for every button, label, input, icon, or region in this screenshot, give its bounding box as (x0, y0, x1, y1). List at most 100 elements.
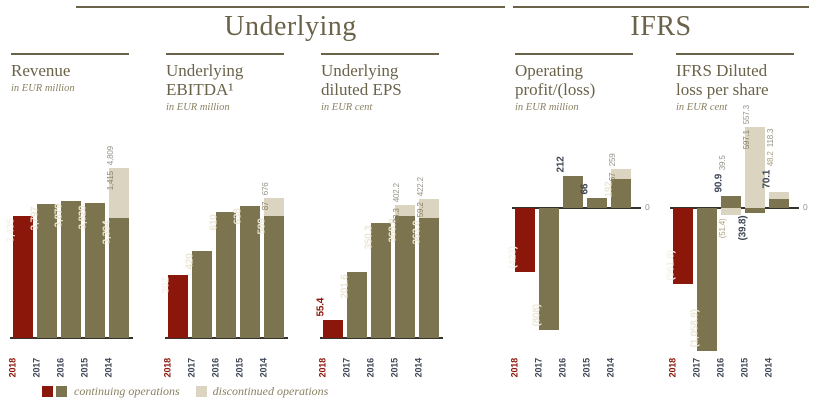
chart-head-ifrs-loss-per-share: IFRS Diluted loss per share in EUR cent (676, 53, 794, 113)
bar-discontinued (721, 208, 741, 215)
chart-subtitle-eps: in EUR cent (321, 102, 373, 113)
bar-value-label: 3,797 (29, 206, 41, 231)
bar-value-label: 557.3 (741, 105, 751, 125)
bar-value-label: (1,058.9) (689, 309, 701, 348)
bar-continuing (563, 175, 583, 208)
bar-continuing (371, 222, 391, 338)
year-label: 2014 (258, 358, 269, 378)
bar-value-label: 676 (260, 182, 270, 196)
bar-continuing (721, 195, 741, 208)
chart-title-eps: Underlying diluted EPS (321, 61, 439, 99)
chart-subtitle-revenue: in EUR million (11, 83, 75, 94)
year-label: 2015 (581, 358, 592, 378)
year-label: 2018 (509, 358, 520, 378)
bar-value-label: 3,394 (101, 220, 113, 245)
bar-continuing (37, 203, 57, 338)
chart-title-line: Underlying (166, 61, 244, 80)
bar-value-label: (51.4) (717, 218, 727, 239)
bar-value-label: 402.2 (391, 183, 401, 203)
chart-head-operating-profit: Operating profit/(loss) in EUR million (515, 53, 633, 113)
legend-swatch-discontinued (195, 386, 207, 397)
bar-value-label: 3,435 (5, 218, 17, 243)
bar-value-label: 363.0 (411, 220, 423, 245)
bar-value-label: 4,809 (105, 145, 115, 165)
x-axis-line (10, 337, 133, 339)
bar-discontinued (611, 168, 631, 179)
underlying-group-title: Underlying (224, 11, 357, 42)
chart-title-line: Underlying (321, 61, 399, 80)
legend-label-continuing: continuing operations (74, 384, 180, 398)
bar-value-label: 87 (260, 201, 270, 211)
bar-value-label: 597.1 (741, 130, 751, 150)
bar-continuing (61, 200, 81, 338)
bar-continuing (611, 179, 631, 208)
bar-continuing (745, 208, 765, 214)
year-label: 2015 (739, 358, 750, 378)
bar-value-label: 59.2 (415, 202, 425, 218)
year-label: 2015 (234, 358, 245, 378)
zero-line (512, 207, 641, 209)
year-label: 2014 (605, 358, 616, 378)
chart-title-line: Revenue (11, 61, 71, 80)
bar-value-label: (39.8) (737, 215, 749, 241)
bar-continuing (673, 208, 693, 284)
bar-value-label: 39.5 (717, 155, 727, 170)
bar-continuing (240, 205, 260, 338)
year-label: 2016 (55, 358, 66, 378)
bar-value-label: 420 (184, 253, 196, 270)
year-label: 2014 (413, 358, 424, 378)
chart-title-line: diluted EPS (321, 80, 402, 99)
year-label: 2018 (7, 358, 18, 378)
x-axis-line (165, 337, 288, 339)
year-label: 2016 (715, 358, 726, 378)
bar-continuing (697, 208, 717, 351)
bar-value-label: (423) (507, 246, 519, 269)
bar-continuing (216, 211, 236, 338)
year-label: 2018 (667, 358, 678, 378)
chart-title-line: profit/(loss) (515, 80, 596, 99)
bar-value-label: 3,879 (53, 203, 65, 228)
bar-value-label: 350.3 (363, 225, 375, 250)
bar-continuing (587, 198, 607, 208)
bar-value-label: 67 (607, 172, 617, 182)
ifrs-group-title: IFRS (630, 11, 692, 42)
chart-subtitle-ebitda: in EUR million (166, 102, 230, 113)
bar-continuing (109, 217, 129, 338)
year-label: 2017 (341, 358, 352, 378)
bar-continuing (13, 216, 33, 338)
bar-value-label: 610 (208, 214, 220, 231)
chart-title-line: EBITDA¹ (166, 80, 234, 99)
bar-value-label: 212 (555, 156, 567, 173)
year-label: 2014 (763, 358, 774, 378)
bar-continuing (323, 319, 343, 338)
bar-value-label: 48.2 (765, 151, 775, 167)
year-label: 2016 (365, 358, 376, 378)
bar-value-label: 1,415 (105, 170, 115, 190)
bar-value-label: 638 (232, 208, 244, 225)
bar-value-label: 422.2 (415, 177, 425, 197)
bar-value-label: 302 (160, 277, 172, 294)
zero-axis-label: 0 (803, 202, 808, 212)
bar-continuing (85, 202, 105, 338)
bar-value-label: 118.3 (765, 128, 775, 148)
year-label: 2015 (79, 358, 90, 378)
bar-discontinued (395, 205, 415, 217)
year-label: 2016 (557, 358, 568, 378)
bar-continuing (395, 216, 415, 338)
bar-discontinued (745, 127, 765, 208)
bar-value-label: (561.8) (665, 250, 677, 281)
chart-title-ifrs-loss-per-share: IFRS Diluted loss per share (676, 61, 794, 99)
legend-label-discontinued: discontinued operations (212, 384, 329, 398)
bar-discontinued (769, 192, 789, 199)
legend-swatch-continuing (56, 386, 67, 397)
year-label: 2017 (533, 358, 544, 378)
chart-title-line: Operating (515, 61, 583, 80)
underlying-group-header: Underlying (76, 6, 505, 42)
chart-subtitle-ifrs-loss-per-share: in EUR cent (676, 102, 728, 113)
chart-legend: continuing operations discontinued opera… (42, 384, 342, 399)
bar-discontinued (264, 198, 284, 217)
year-label: 2018 (317, 358, 328, 378)
year-label: 2016 (210, 358, 221, 378)
bar-value-label: 66 (579, 183, 591, 195)
